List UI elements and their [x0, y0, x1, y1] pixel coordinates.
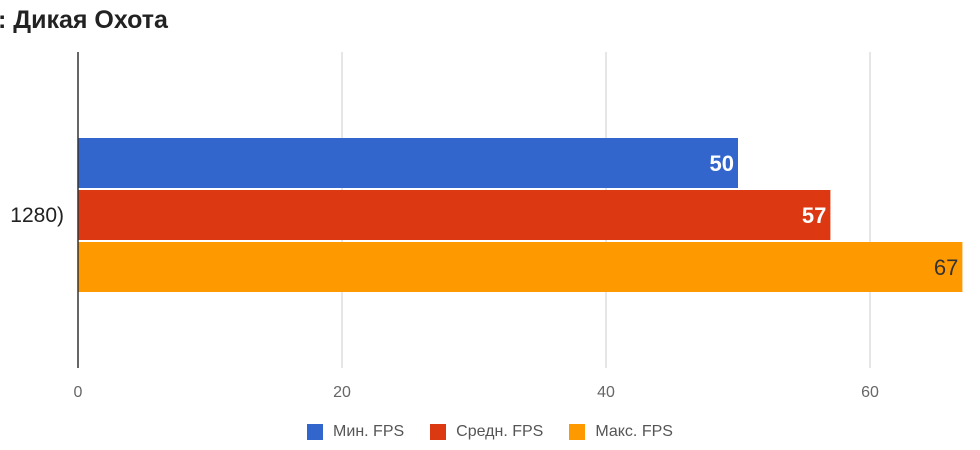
x-tick-label-0: 0 [74, 384, 83, 401]
legend-item: Средн. FPS [430, 423, 543, 441]
legend-swatch [569, 424, 586, 440]
legend-swatch [307, 424, 324, 440]
data-label-min-fps: 50 [710, 151, 734, 176]
category-label: 1280) [10, 204, 64, 227]
chart-title: : Дикая Охота [0, 6, 168, 34]
x-tick-label-40: 40 [597, 384, 615, 401]
legend-label: Мин. FPS [333, 423, 405, 440]
legend-item: Мин. FPS [307, 423, 404, 441]
bar-chart: 50 57 67 1280) 0 20 40 60 [10, 52, 963, 401]
x-tick-label-60: 60 [861, 384, 879, 401]
legend: Мин. FPS Средн. FPS Макс. FPS [0, 418, 980, 446]
data-label-max-fps: 67 [934, 255, 958, 280]
data-label-avg-fps: 57 [802, 203, 826, 228]
legend-swatch [430, 424, 447, 440]
bar-max-fps [78, 242, 963, 292]
bar-min-fps [78, 138, 738, 188]
legend-item: Макс. FPS [569, 423, 673, 441]
legend-label: Макс. FPS [595, 423, 673, 440]
legend-label: Средн. FPS [456, 423, 544, 440]
x-tick-label-20: 20 [333, 384, 351, 401]
bar-avg-fps [78, 190, 831, 240]
